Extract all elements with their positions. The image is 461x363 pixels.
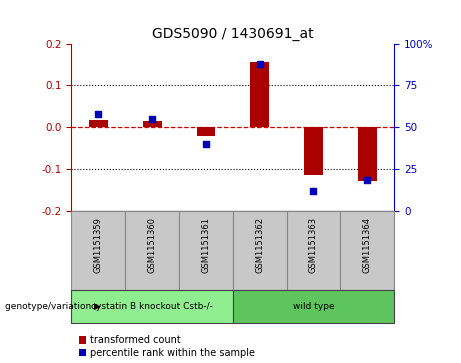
Text: genotype/variation ▶: genotype/variation ▶	[5, 302, 100, 311]
Point	[202, 141, 210, 147]
Bar	[143, 121, 161, 127]
Text: GSM1151360: GSM1151360	[148, 217, 157, 273]
Text: GSM1151364: GSM1151364	[363, 217, 372, 273]
Point	[148, 116, 156, 122]
Legend: transformed count, percentile rank within the sample: transformed count, percentile rank withi…	[79, 335, 255, 358]
Bar	[233, 290, 394, 323]
Bar	[340, 211, 394, 290]
Point	[364, 178, 371, 183]
Bar	[287, 211, 340, 290]
Point	[310, 188, 317, 193]
Text: wild type: wild type	[293, 302, 334, 311]
Text: GSM1151363: GSM1151363	[309, 217, 318, 273]
Point	[256, 61, 263, 66]
Text: GSM1151362: GSM1151362	[255, 217, 264, 273]
Bar	[179, 211, 233, 290]
Text: cystatin B knockout Cstb-/-: cystatin B knockout Cstb-/-	[91, 302, 213, 311]
Bar	[71, 290, 233, 323]
Bar	[304, 127, 323, 175]
Bar	[196, 127, 215, 136]
Text: GSM1151359: GSM1151359	[94, 217, 103, 273]
Bar	[250, 62, 269, 127]
Bar	[125, 211, 179, 290]
Bar	[71, 211, 125, 290]
Bar	[89, 119, 108, 127]
Text: GSM1151361: GSM1151361	[201, 217, 210, 273]
Point	[95, 111, 102, 117]
Title: GDS5090 / 1430691_at: GDS5090 / 1430691_at	[152, 27, 313, 41]
Bar	[233, 211, 287, 290]
Bar	[358, 127, 377, 182]
